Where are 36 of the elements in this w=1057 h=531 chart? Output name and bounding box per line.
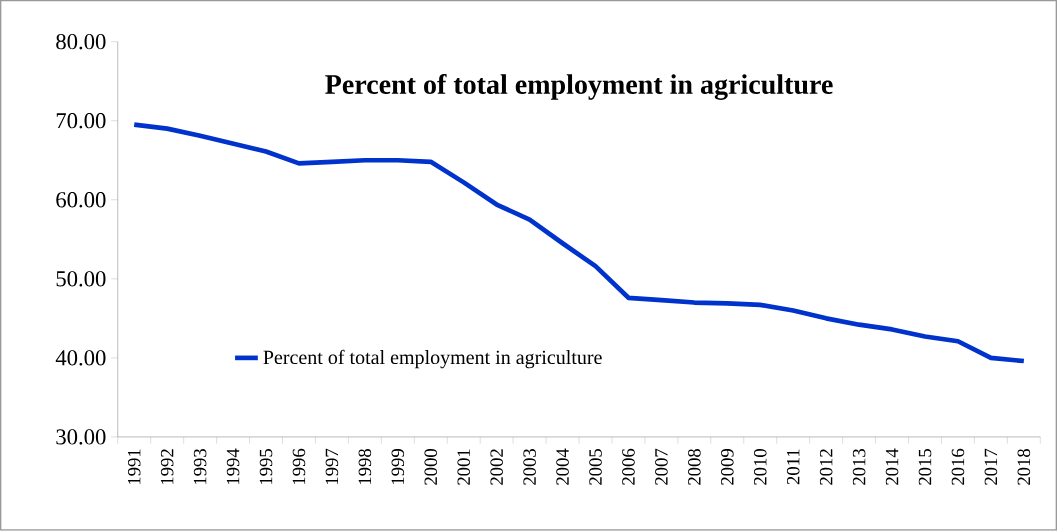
y-tick-label: 30.00 — [56, 429, 106, 445]
x-tick-label: 1995 — [259, 449, 273, 485]
x-tick-label: 2009 — [721, 449, 734, 486]
x-tick-label: 2002 — [490, 449, 503, 486]
y-tick-label: 60.00 — [56, 192, 106, 208]
x-tick-label: 1993 — [193, 449, 207, 485]
x-tick-label: 2016 — [951, 449, 965, 486]
legend-label: Percent of total employment in agriculture — [263, 350, 602, 369]
x-tick-label: 2013 — [852, 449, 866, 486]
x-tick-label: 1998 — [358, 449, 372, 485]
y-tick-label: 80.00 — [56, 34, 106, 50]
x-tick-label: 2008 — [688, 449, 701, 486]
y-tick-label: 70.00 — [56, 113, 106, 129]
x-tick-label: 2000 — [424, 449, 438, 486]
x-tick-label: 2003 — [523, 449, 536, 486]
x-tick-label: 2007 — [655, 449, 668, 486]
x-tick-label: 2010 — [753, 449, 767, 486]
x-tick-label: 1997 — [325, 449, 339, 485]
x-tick-label: 2018 — [1017, 449, 1031, 486]
x-tick-label: 2005 — [589, 449, 602, 486]
y-tick-label: 50.00 — [56, 271, 106, 287]
x-tick-label: 2012 — [819, 449, 833, 486]
x-tick-label: 2001 — [457, 449, 471, 486]
x-tick-label: 2017 — [984, 449, 998, 486]
text: Percent of total employment in agriculture — [325, 74, 833, 101]
x-tick-label: 2015 — [918, 449, 932, 486]
x-tick-label: 1992 — [160, 449, 174, 485]
x-tick-label: 1996 — [292, 449, 306, 485]
y-tick-label: 40.00 — [55, 350, 106, 366]
x-tick-label: 2014 — [885, 448, 899, 486]
x-tick-label: 2006 — [622, 449, 635, 486]
x-tick-label: 2011 — [786, 449, 800, 485]
x-tick-label: 1999 — [391, 449, 405, 485]
x-tick-label: 1991 — [127, 449, 141, 485]
x-tick-label: 2004 — [556, 448, 569, 486]
x-tick-label: 1994 — [226, 448, 240, 485]
